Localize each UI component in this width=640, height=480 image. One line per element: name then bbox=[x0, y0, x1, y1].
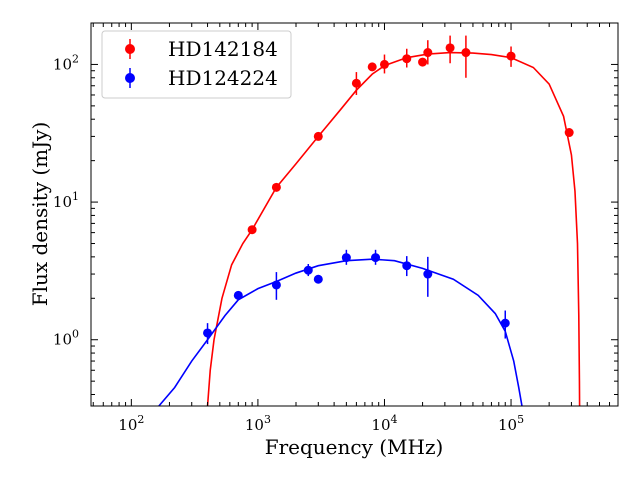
y-tick-label-1: 101 bbox=[53, 190, 79, 211]
legend-box bbox=[101, 30, 292, 99]
data-point-hd142184-9 bbox=[445, 43, 455, 53]
y-tick-label-0: 100 bbox=[53, 328, 79, 349]
legend-marker-hd142184 bbox=[125, 44, 135, 54]
data-point-hd142184-0 bbox=[247, 225, 257, 235]
data-points bbox=[203, 35, 574, 345]
x-tick-label-2: 104 bbox=[371, 413, 397, 434]
data-point-hd142184-1 bbox=[271, 182, 281, 192]
legend-label-hd124224: HD124224 bbox=[168, 66, 278, 90]
data-point-hd124224-0 bbox=[203, 328, 213, 338]
data-point-hd142184-4 bbox=[367, 62, 377, 72]
data-point-hd124224-3 bbox=[303, 265, 313, 275]
data-point-hd142184-5 bbox=[379, 59, 389, 69]
data-point-hd142184-8 bbox=[423, 48, 433, 58]
legend: HD142184 HD124224 bbox=[101, 30, 292, 99]
data-point-hd142184-2 bbox=[313, 131, 323, 141]
data-point-hd142184-12 bbox=[564, 128, 574, 138]
axis-ticks: 102 103 104 105 100 101 102 bbox=[53, 22, 619, 434]
data-point-hd142184-6 bbox=[402, 54, 412, 64]
data-point-hd142184-7 bbox=[418, 57, 428, 67]
data-point-hd142184-10 bbox=[461, 48, 471, 58]
plot-frame bbox=[90, 22, 619, 407]
data-point-hd124224-1 bbox=[233, 290, 243, 300]
y-axis-label: Flux density (mJy) bbox=[28, 122, 52, 307]
data-point-hd124224-5 bbox=[341, 253, 351, 263]
x-tick-label-0: 102 bbox=[118, 413, 144, 434]
x-tick-label-1: 103 bbox=[245, 413, 271, 434]
data-point-hd124224-7 bbox=[402, 261, 412, 271]
data-point-hd124224-6 bbox=[371, 253, 381, 263]
y-tick-label-2: 102 bbox=[53, 52, 79, 73]
data-point-hd124224-9 bbox=[500, 318, 510, 328]
data-point-hd124224-2 bbox=[271, 280, 281, 290]
x-axis-label: Frequency (MHz) bbox=[265, 435, 444, 459]
legend-marker-hd124224 bbox=[125, 73, 135, 83]
x-tick-label-3: 105 bbox=[498, 413, 524, 434]
data-point-hd142184-3 bbox=[351, 78, 361, 88]
data-point-hd124224-4 bbox=[313, 274, 323, 284]
legend-label-hd142184: HD142184 bbox=[168, 37, 278, 61]
data-point-hd124224-8 bbox=[423, 269, 433, 279]
data-point-hd142184-11 bbox=[506, 51, 516, 61]
